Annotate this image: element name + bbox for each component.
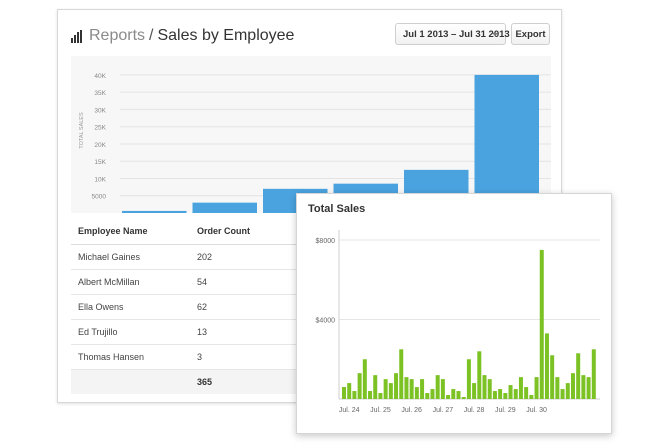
employee-name: Albert McMillan bbox=[78, 277, 140, 287]
page-title-text: Sales by Employee bbox=[157, 27, 295, 44]
sales-bar bbox=[347, 383, 352, 399]
employee-sales-chart-svg: 5000 10K 15K 20K 25K 30K 35K 40K TOTAL SALES bbox=[79, 73, 551, 214]
caret-down-icon bbox=[492, 33, 498, 36]
sales-bar bbox=[472, 383, 477, 399]
sales-bar bbox=[503, 393, 508, 399]
y-tick-label: 5000 bbox=[92, 194, 107, 201]
employee-name: Michael Gaines bbox=[78, 252, 141, 262]
order-count: 54 bbox=[197, 277, 208, 287]
sales-bar bbox=[461, 397, 466, 399]
column-header-employee-name[interactable]: Employee Name bbox=[78, 226, 148, 236]
sales-bar bbox=[518, 377, 523, 399]
employee-sales-chart: 5000 10K 15K 20K 25K 30K 35K 40K TOTAL SALES bbox=[71, 56, 551, 214]
sales-bar bbox=[446, 395, 451, 399]
page-header: Reports / Sales by Employee bbox=[71, 26, 294, 46]
date-range-label: Jul 1 2013 – Jul 31 2013 bbox=[403, 28, 510, 40]
y-tick-label: $8000 bbox=[316, 238, 336, 245]
sales-bar bbox=[409, 379, 414, 399]
order-count: 13 bbox=[197, 327, 208, 337]
sales-bar bbox=[456, 391, 461, 399]
x-tick-label: Jul. 26 bbox=[401, 407, 422, 414]
y-tick-label: 20K bbox=[94, 142, 106, 149]
sales-bar bbox=[477, 351, 482, 399]
y-tick-label: 30K bbox=[94, 107, 106, 114]
total-sales-title: Total Sales bbox=[308, 203, 366, 215]
sales-bar bbox=[399, 349, 404, 399]
sales-bar bbox=[378, 393, 383, 399]
sales-bar bbox=[435, 375, 440, 399]
sales-bar bbox=[368, 391, 373, 399]
sales-bar bbox=[534, 377, 539, 399]
sales-bar bbox=[357, 373, 362, 399]
sales-bar bbox=[565, 383, 570, 399]
reports-icon bbox=[71, 29, 82, 43]
x-tick-label: Jul. 30 bbox=[526, 407, 547, 414]
sales-bar bbox=[352, 391, 357, 399]
x-tick-label: Jul. 27 bbox=[433, 407, 454, 414]
sales-bar bbox=[404, 377, 409, 399]
breadcrumb-reports[interactable]: Reports bbox=[89, 27, 146, 44]
y-tick-label: 40K bbox=[94, 73, 106, 80]
x-tick-label: Jul. 25 bbox=[370, 407, 391, 414]
employee-bar bbox=[122, 210, 187, 213]
sales-bar bbox=[373, 375, 378, 399]
employee-name: Ella Owens bbox=[78, 302, 124, 312]
y-tick-label: 15K bbox=[94, 159, 106, 166]
breadcrumb-separator: / bbox=[149, 27, 154, 44]
sales-bar bbox=[529, 395, 534, 399]
employee-name: Thomas Hansen bbox=[78, 352, 145, 362]
total-order-count: 365 bbox=[197, 377, 213, 387]
page-title: Reports / Sales by Employee bbox=[89, 27, 294, 45]
y-tick-label: 25K bbox=[94, 125, 106, 132]
order-count: 202 bbox=[197, 252, 213, 262]
y-tick-label: 35K bbox=[94, 90, 106, 97]
sales-bar bbox=[425, 393, 430, 399]
sales-bar bbox=[362, 359, 367, 399]
x-tick-label: Jul. 24 bbox=[339, 407, 360, 414]
sales-bar bbox=[498, 389, 503, 399]
sales-bar bbox=[342, 387, 347, 399]
x-tick-label: Jul. 29 bbox=[495, 407, 516, 414]
y-axis-label: TOTAL SALES bbox=[79, 112, 85, 149]
employee-bar bbox=[192, 202, 257, 213]
sales-bar bbox=[513, 389, 518, 399]
sales-bar bbox=[539, 249, 544, 399]
y-tick-label: $4000 bbox=[316, 317, 336, 324]
date-range-dropdown[interactable]: Jul 1 2013 – Jul 31 2013 bbox=[395, 23, 510, 45]
sales-bar bbox=[420, 379, 425, 399]
sales-bar bbox=[440, 379, 445, 399]
sales-bar bbox=[591, 349, 596, 399]
sales-bar bbox=[508, 385, 513, 399]
sales-bar bbox=[524, 387, 529, 399]
sales-bar bbox=[414, 387, 419, 399]
sales-bar bbox=[482, 375, 487, 399]
sales-bar bbox=[550, 355, 555, 399]
order-count: 62 bbox=[197, 302, 208, 312]
sales-bar bbox=[492, 391, 497, 399]
sales-bar bbox=[544, 333, 549, 399]
sales-bar bbox=[581, 375, 586, 399]
sales-bar bbox=[560, 389, 565, 399]
total-sales-panel: Total Sales $8000 $4000 Jul. 24 Jul. 25 Jul.… bbox=[296, 193, 612, 434]
employee-bar bbox=[474, 74, 539, 214]
sales-bar bbox=[576, 353, 581, 399]
x-tick-label: Jul. 28 bbox=[464, 407, 485, 414]
sales-bar bbox=[388, 383, 393, 399]
order-count: 3 bbox=[197, 352, 203, 362]
sales-bar bbox=[394, 373, 399, 399]
export-button[interactable]: Export bbox=[511, 23, 550, 45]
sales-bar bbox=[487, 379, 492, 399]
sales-bar bbox=[555, 377, 560, 399]
sales-bar bbox=[466, 359, 471, 399]
employee-name: Ed Trujillo bbox=[78, 327, 118, 337]
sales-bar bbox=[586, 377, 591, 399]
y-tick-label: 10K bbox=[94, 176, 106, 183]
sales-bar bbox=[383, 379, 388, 399]
column-header-order-count[interactable]: Order Count bbox=[197, 226, 250, 236]
sales-bar bbox=[451, 389, 456, 399]
sales-bar bbox=[570, 373, 575, 399]
total-sales-chart-svg: $8000 $4000 Jul. 24 Jul. 25 Jul. 26 Jul. 27 Ju… bbox=[316, 230, 600, 414]
sales-bar bbox=[430, 389, 435, 399]
